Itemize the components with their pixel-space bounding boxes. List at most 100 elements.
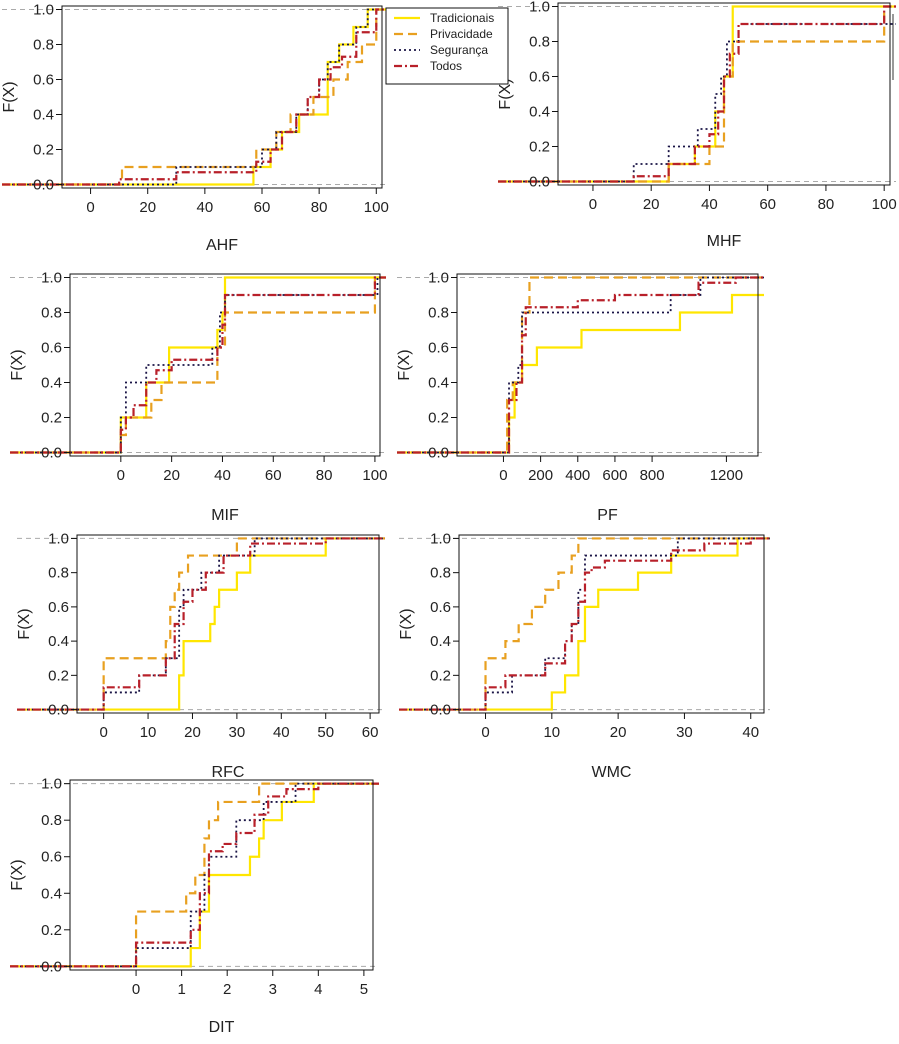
series-seg-line xyxy=(17,537,385,711)
series-seg-line xyxy=(498,23,896,183)
x-tick-label: 1 xyxy=(177,981,185,998)
legend-entry-todos: Todos xyxy=(430,59,462,73)
series-seg-line xyxy=(2,8,388,186)
chart-panel-pf: 0 200 400 600 800 1200 0.0 0.2 0.4 0.6 0.8 1.0 PF F(X… xyxy=(396,270,764,524)
x-tick-label: 40 xyxy=(214,467,231,484)
x-tick-label: 80 xyxy=(311,199,328,216)
x-tick-label: 20 xyxy=(139,199,156,216)
x-tick-label: 0 xyxy=(132,981,140,998)
x-tick-label: 100 xyxy=(362,467,387,484)
series-trad-line xyxy=(10,782,379,968)
x-axis-label: MIF xyxy=(211,507,239,524)
legend-entry-seg: Segurança xyxy=(430,43,488,57)
series-todos-line xyxy=(17,537,385,711)
y-tick-label: 0.6 xyxy=(41,340,62,357)
y-tick-label: 0.8 xyxy=(33,37,54,54)
x-tick-label: 60 xyxy=(759,196,776,213)
y-axis-label: F(X) xyxy=(396,349,413,380)
series-todos-line xyxy=(399,537,770,711)
x-tick-label: 40 xyxy=(742,724,759,741)
x-tick-label: 60 xyxy=(362,724,379,741)
x-tick-label: 10 xyxy=(140,724,157,741)
x-tick-label: 20 xyxy=(643,196,660,213)
x-tick-label: 80 xyxy=(316,467,333,484)
y-tick-label: 0.6 xyxy=(33,72,54,89)
y-axis-label: F(X) xyxy=(1,81,18,112)
x-tick-label: 0 xyxy=(589,196,597,213)
y-axis-label: F(X) xyxy=(9,349,26,380)
y-tick-label: 1.0 xyxy=(48,530,69,547)
chart-panel-rfc: 0 10 20 30 40 50 60 0.0 0.2 0.4 0.6 0.8 1.0 RFC F(X) xyxy=(16,530,385,781)
series-priv-line xyxy=(10,276,386,454)
x-tick-label: 100 xyxy=(364,199,389,216)
series-todos-line xyxy=(397,276,764,454)
plot-frame xyxy=(69,273,381,457)
series-todos-line xyxy=(10,782,379,968)
y-tick-label: 0.8 xyxy=(41,305,62,322)
y-tick-label: 0.6 xyxy=(41,849,62,866)
x-tick-label: 400 xyxy=(565,467,590,484)
plot-frame xyxy=(61,5,383,189)
x-tick-label: 60 xyxy=(265,467,282,484)
y-axis-label: F(X) xyxy=(16,608,33,639)
chart-panel-dit: 0 1 2 3 4 5 0.0 0.2 0.4 0.6 0.8 1.0 DIT F(X) xyxy=(9,776,379,1036)
x-tick-label: 40 xyxy=(273,724,290,741)
y-tick-label: 1.0 xyxy=(41,270,62,287)
y-tick-label: 0.4 xyxy=(41,375,62,392)
x-tick-label: 0 xyxy=(117,467,125,484)
y-tick-label: 0.4 xyxy=(428,375,449,392)
y-tick-label: 0.8 xyxy=(529,34,550,51)
plot-frame xyxy=(557,2,891,186)
x-tick-label: 0 xyxy=(481,724,489,741)
series-trad-line xyxy=(2,8,388,186)
legend-entry-priv: Privacidade xyxy=(430,27,493,41)
series-todos-line xyxy=(2,8,388,186)
x-tick-label: 200 xyxy=(528,467,553,484)
y-tick-label: 0.2 xyxy=(529,139,550,156)
chart-panel-mif: 0 20 40 60 80 100 0.0 0.2 0.4 0.6 0.8 1.0 MIF F(X) xyxy=(9,270,387,525)
y-tick-label: 0.0 xyxy=(41,958,62,975)
y-tick-label: 0.2 xyxy=(48,667,69,684)
y-tick-label: 0.6 xyxy=(48,599,69,616)
y-tick-label: 0.4 xyxy=(33,107,54,124)
series-priv-line xyxy=(17,537,385,711)
series-seg-line xyxy=(399,537,770,711)
y-tick-label: 1.0 xyxy=(33,2,54,19)
legend-box xyxy=(385,7,509,85)
plot-frame xyxy=(69,779,374,971)
x-tick-label: 40 xyxy=(701,196,718,213)
series-seg-line xyxy=(10,276,386,454)
y-tick-label: 0.8 xyxy=(428,305,449,322)
y-tick-label: 0.6 xyxy=(428,340,449,357)
y-tick-label: 1.0 xyxy=(529,0,550,16)
series-priv-line xyxy=(397,276,764,454)
chart-panel-wmc: 0 10 20 30 40 0.0 0.2 0.4 0.6 0.8 1.0 WMC F(X) xyxy=(398,530,770,781)
y-tick-label: 0.2 xyxy=(41,410,62,427)
x-tick-label: 0 xyxy=(499,467,507,484)
y-tick-label: 1.0 xyxy=(430,530,451,547)
x-tick-label: 2 xyxy=(223,981,231,998)
x-tick-label: 30 xyxy=(676,724,693,741)
x-tick-label: 50 xyxy=(317,724,334,741)
series-priv-line xyxy=(10,782,379,968)
y-tick-label: 0.4 xyxy=(48,633,69,650)
y-tick-label: 0.6 xyxy=(430,599,451,616)
series-trad-line xyxy=(397,293,764,454)
x-tick-label: 800 xyxy=(640,467,665,484)
legend: Tradicionais Privacidade Segurança Todos xyxy=(385,7,509,85)
x-tick-label: 100 xyxy=(872,196,897,213)
x-tick-label: 30 xyxy=(229,724,246,741)
y-axis-label: F(X) xyxy=(398,608,415,639)
y-tick-label: 0.2 xyxy=(41,922,62,939)
x-axis-label: WMC xyxy=(592,764,632,781)
x-axis-label: RFC xyxy=(212,764,245,781)
x-axis-label: DIT xyxy=(209,1019,235,1036)
y-tick-label: 0.2 xyxy=(430,667,451,684)
series-seg-line xyxy=(10,782,379,968)
series-priv-line xyxy=(399,537,770,711)
x-tick-label: 3 xyxy=(269,981,277,998)
x-axis-label: PF xyxy=(597,507,618,524)
x-tick-label: 1200 xyxy=(710,467,743,484)
y-tick-label: 0.0 xyxy=(428,445,449,462)
